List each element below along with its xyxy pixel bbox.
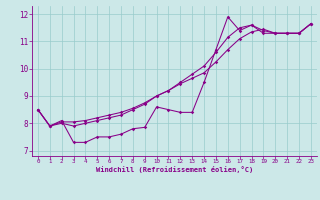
X-axis label: Windchill (Refroidissement éolien,°C): Windchill (Refroidissement éolien,°C)	[96, 166, 253, 173]
